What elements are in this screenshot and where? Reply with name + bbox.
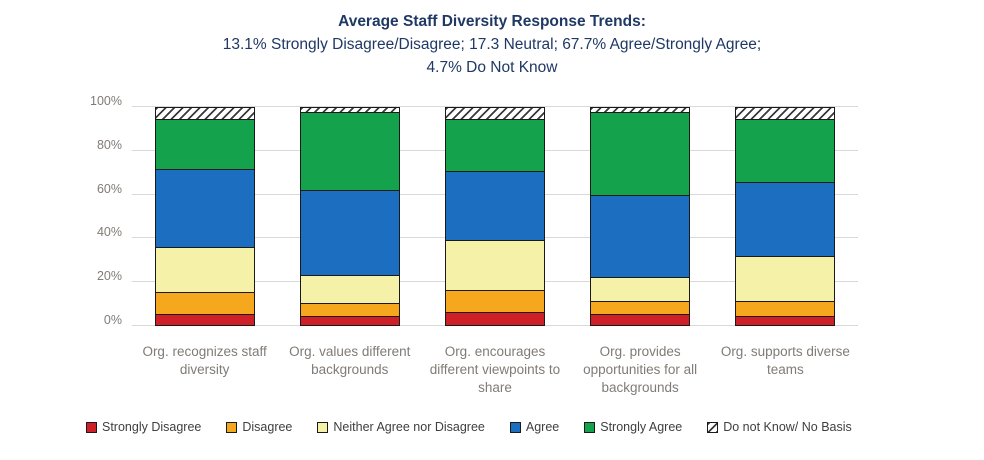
y-axis-tick-label: 60% (96, 181, 122, 196)
stacked-bar-3 (445, 107, 545, 326)
legend-swatch-icon (509, 421, 521, 433)
legend-label: Neither Agree nor Disagree (333, 420, 485, 434)
legend-label: Strongly Disagree (102, 420, 202, 434)
bar-segment-do-not-know-no-basis (300, 108, 399, 113)
stacked-bar-1 (154, 107, 255, 326)
legend-item-disagree: Disagree (226, 420, 292, 434)
legend-item-do-not-know-no-basis: Do not Know/ No Basis (707, 420, 852, 434)
x-axis-label: Org. encourages different viewpoints to … (429, 344, 561, 395)
legend-swatch-icon (707, 421, 719, 433)
legend-label: Agree (525, 420, 560, 434)
legend-label: Strongly Agree (600, 420, 683, 434)
bar-segment-strongly-agree (736, 118, 835, 182)
bar-segment-agree (155, 168, 254, 247)
bar-segment-disagree (591, 301, 690, 315)
bar-segment-strongly-disagree (591, 314, 690, 325)
bar-segment-do-not-know-no-basis (591, 108, 690, 113)
bar-segment-neither-agree-nor-disagree (155, 246, 254, 293)
legend: Strongly Disagree Disagree Neither Agree n… (86, 420, 852, 434)
bar-segment-agree (736, 181, 835, 256)
stacked-bar-2 (299, 107, 400, 326)
chart-title: Average Staff Diversity Response Trends: (338, 13, 646, 30)
x-axis: Org. recognizes staff diversity Org. valu… (132, 343, 858, 397)
legend-label: Do not Know/ No Basis (723, 420, 852, 434)
bar-segment-strongly-disagree (446, 311, 544, 325)
stacked-bar-5 (735, 107, 836, 326)
y-axis-tick-label: 40% (96, 225, 122, 240)
gridline-100% (132, 106, 858, 107)
bar-segment-neither-agree-nor-disagree (736, 255, 835, 302)
legend-swatch-icon (226, 421, 238, 433)
bar-segment-neither-agree-nor-disagree (446, 240, 544, 291)
bar-segment-do-not-know-no-basis (155, 108, 254, 119)
bar-segment-do-not-know-no-basis (736, 108, 835, 119)
bar-segment-disagree (446, 290, 544, 312)
y-axis-tick-label: 20% (96, 269, 122, 284)
bar-segment-strongly-disagree (300, 316, 399, 325)
bar-segment-strongly-agree (155, 118, 254, 169)
bar-segment-strongly-disagree (155, 314, 254, 325)
chart-subtitle-line2: 4.7% Do Not Know (426, 59, 558, 76)
bar-segment-disagree (300, 303, 399, 317)
legend-swatch-icon (317, 421, 329, 433)
bar-segment-disagree (155, 292, 254, 315)
y-axis-tick-label: 0% (103, 313, 122, 327)
bar-segment-strongly-agree (300, 112, 399, 191)
stacked-bar-4 (590, 107, 691, 326)
chart-title-block: Average Staff Diversity Response Trends:… (0, 10, 984, 79)
legend-item-neither-agree-nor-disagree: Neither Agree nor Disagree (317, 420, 485, 434)
x-axis-label: Org. values different backgrounds (289, 344, 411, 377)
bar-segment-strongly-disagree (736, 316, 835, 325)
x-axis-label: Org. supports diverse teams (720, 344, 850, 377)
legend-swatch-icon (86, 421, 97, 433)
bar-segment-strongly-agree (591, 112, 690, 195)
bar-segment-neither-agree-nor-disagree (591, 277, 690, 302)
y-axis: 0% 20% 40% 60% 80% 100% (0, 94, 122, 327)
x-axis-label: Org. recognizes staff diversity (142, 344, 267, 377)
legend-label: Disagree (242, 420, 293, 434)
legend-item-agree: Agree (509, 420, 560, 434)
legend-item-strongly-agree: Strongly Agree (584, 420, 682, 434)
bar-segment-strongly-agree (446, 118, 544, 171)
legend-item-strongly-disagree: Strongly Disagree (86, 420, 201, 434)
bar-segment-agree (591, 194, 690, 278)
bar-segment-neither-agree-nor-disagree (300, 275, 399, 304)
bar-segment-do-not-know-no-basis (446, 108, 544, 119)
plot-area (132, 106, 858, 326)
x-axis-label: Org. provides opportunities for all back… (583, 344, 698, 395)
bar-segment-agree (446, 170, 544, 241)
y-axis-tick-label: 100% (90, 94, 122, 108)
legend-swatch-icon (584, 421, 596, 433)
bar-segment-agree (300, 190, 399, 276)
bar-segment-disagree (736, 301, 835, 317)
y-axis-tick-label: 80% (96, 137, 122, 152)
chart-subtitle-line1: 13.1% Strongly Disagree/Disagree; 17.3 N… (222, 36, 762, 53)
